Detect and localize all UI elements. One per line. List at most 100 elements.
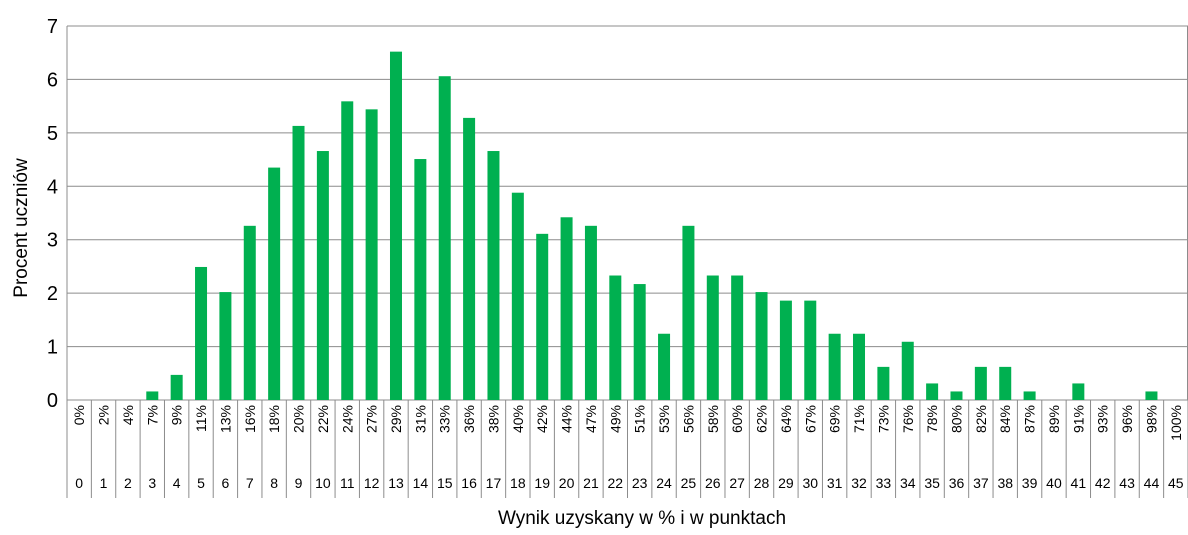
x-tick-label-percent: 71%: [851, 405, 867, 433]
x-tick-label-points: 10: [315, 475, 331, 491]
x-tick-label-points: 33: [876, 475, 892, 491]
bars: [146, 51, 1158, 401]
gridlines: [66, 25, 1188, 401]
x-tick-label-percent: 98%: [1143, 405, 1159, 433]
y-tick-label: 4: [47, 176, 58, 198]
bar: [1023, 391, 1036, 400]
bar: [170, 374, 183, 400]
x-tick-label-percent: 93%: [1095, 405, 1111, 433]
x-tick-label-points: 25: [681, 475, 697, 491]
x-tick-label-points: 7: [246, 475, 254, 491]
bar: [341, 101, 354, 400]
bar: [853, 333, 866, 400]
y-tick-labels: 0 1 2 3 4 5 6 7: [47, 16, 58, 412]
bar: [146, 391, 159, 400]
x-tick-label-points: 32: [851, 475, 867, 491]
y-tick-label: 0: [47, 390, 58, 412]
bar: [609, 275, 622, 400]
x-tick-label-points: 44: [1144, 475, 1160, 491]
x-tick-label-points: 2: [124, 475, 132, 491]
x-tick-label-points: 36: [949, 475, 965, 491]
x-tick-label-points: 28: [754, 475, 770, 491]
x-tick-label-percent: 31%: [412, 405, 428, 433]
bar: [584, 225, 597, 400]
bar: [682, 225, 695, 400]
x-tick-label-percent: 56%: [680, 405, 696, 433]
bar: [1145, 391, 1158, 400]
x-tick-label-percent: 80%: [948, 405, 964, 433]
x-tick-label-points: 8: [270, 475, 278, 491]
bar: [511, 192, 524, 400]
x-tick-label-percent: 49%: [607, 405, 623, 433]
x-tick-label-points: 11: [340, 475, 355, 491]
x-tick-label-percent: 22%: [315, 405, 331, 433]
x-tick-label-points: 4: [173, 475, 181, 491]
x-tick-label-percent: 0%: [71, 405, 87, 425]
x-tick-label-percent: 89%: [1046, 405, 1062, 433]
x-tick-label-percent: 76%: [900, 405, 916, 433]
x-tick-label-percent: 62%: [754, 405, 770, 433]
bar: [316, 151, 329, 400]
x-tick-label-percent: 7%: [144, 405, 160, 425]
x-tick-label-points: 27: [729, 475, 745, 491]
x-tick-label-points: 29: [778, 475, 794, 491]
bar: [828, 333, 841, 400]
x-tick-label-percent: 47%: [583, 405, 599, 433]
x-tick-label-points: 5: [197, 475, 205, 491]
x-tick-label-percent: 69%: [827, 405, 843, 433]
bar: [950, 391, 963, 400]
x-tick-label-points: 30: [802, 475, 818, 491]
bar: [487, 151, 500, 400]
bar: [536, 233, 549, 400]
x-axis-title: Wynik uzyskany w % i w punktach: [498, 508, 786, 529]
x-category-table: 0% 2% 4% 7% 9% 11% 13% 16% 18% 20% 22% 24% 27% 29% 31%…: [66, 400, 1188, 498]
x-tick-label-percent: 96%: [1119, 405, 1135, 433]
x-tick-label-points: 1: [100, 475, 108, 491]
x-tick-label-percent: 42%: [534, 405, 550, 433]
bar: [389, 51, 402, 400]
y-tick-label: 7: [47, 16, 58, 38]
x-tick-label-percent: 27%: [364, 405, 380, 433]
x-tick-label-percent: 53%: [656, 405, 672, 433]
bar: [463, 117, 476, 400]
x-tick-label-points: 34: [900, 475, 916, 491]
x-tick-label-points: 20: [559, 475, 575, 491]
x-tick-label-points: 31: [827, 475, 843, 491]
x-tick-label-percent: 24%: [339, 405, 355, 433]
bar: [804, 300, 817, 400]
x-tick-label-percent: 40%: [510, 405, 526, 433]
bar: [243, 225, 256, 400]
x-tick-label-percent: 87%: [1022, 405, 1038, 433]
x-tick-label-points: 26: [705, 475, 721, 491]
y-tick-label: 2: [47, 283, 58, 305]
x-tick-label-percent: 13%: [217, 405, 233, 433]
x-tick-label-points: 23: [632, 475, 648, 491]
bar: [901, 341, 914, 400]
x-tick-label-points: 18: [510, 475, 526, 491]
bar: [779, 300, 792, 400]
x-tick-label-percent: 4%: [120, 405, 136, 425]
x-tick-label-percent: 67%: [802, 405, 818, 433]
bar: [706, 275, 719, 400]
bar: [755, 292, 768, 400]
y-tick-label: 6: [47, 69, 58, 91]
x-tick-label-percent: 33%: [437, 405, 453, 433]
x-tick-label-points: 22: [608, 475, 624, 491]
x-tick-label-percent: 36%: [461, 405, 477, 433]
x-tick-label-percent: 16%: [242, 405, 258, 433]
bar: [560, 217, 573, 400]
x-tick-label-points: 37: [973, 475, 989, 491]
x-tick-label-points: 12: [364, 475, 380, 491]
x-tick-label-percent: 29%: [388, 405, 404, 433]
x-tick-label-points: 45: [1168, 475, 1184, 491]
x-tick-label-percent: 58%: [705, 405, 721, 433]
x-tick-label-points: 14: [413, 475, 429, 491]
bar: [414, 159, 427, 400]
y-tick-label: 3: [47, 230, 58, 252]
y-tick-label: 5: [47, 123, 58, 145]
x-tick-label-points: 38: [997, 475, 1013, 491]
bar: [438, 76, 451, 401]
bar: [219, 292, 232, 400]
bar: [365, 109, 378, 400]
x-tick-label-points: 41: [1071, 475, 1087, 491]
